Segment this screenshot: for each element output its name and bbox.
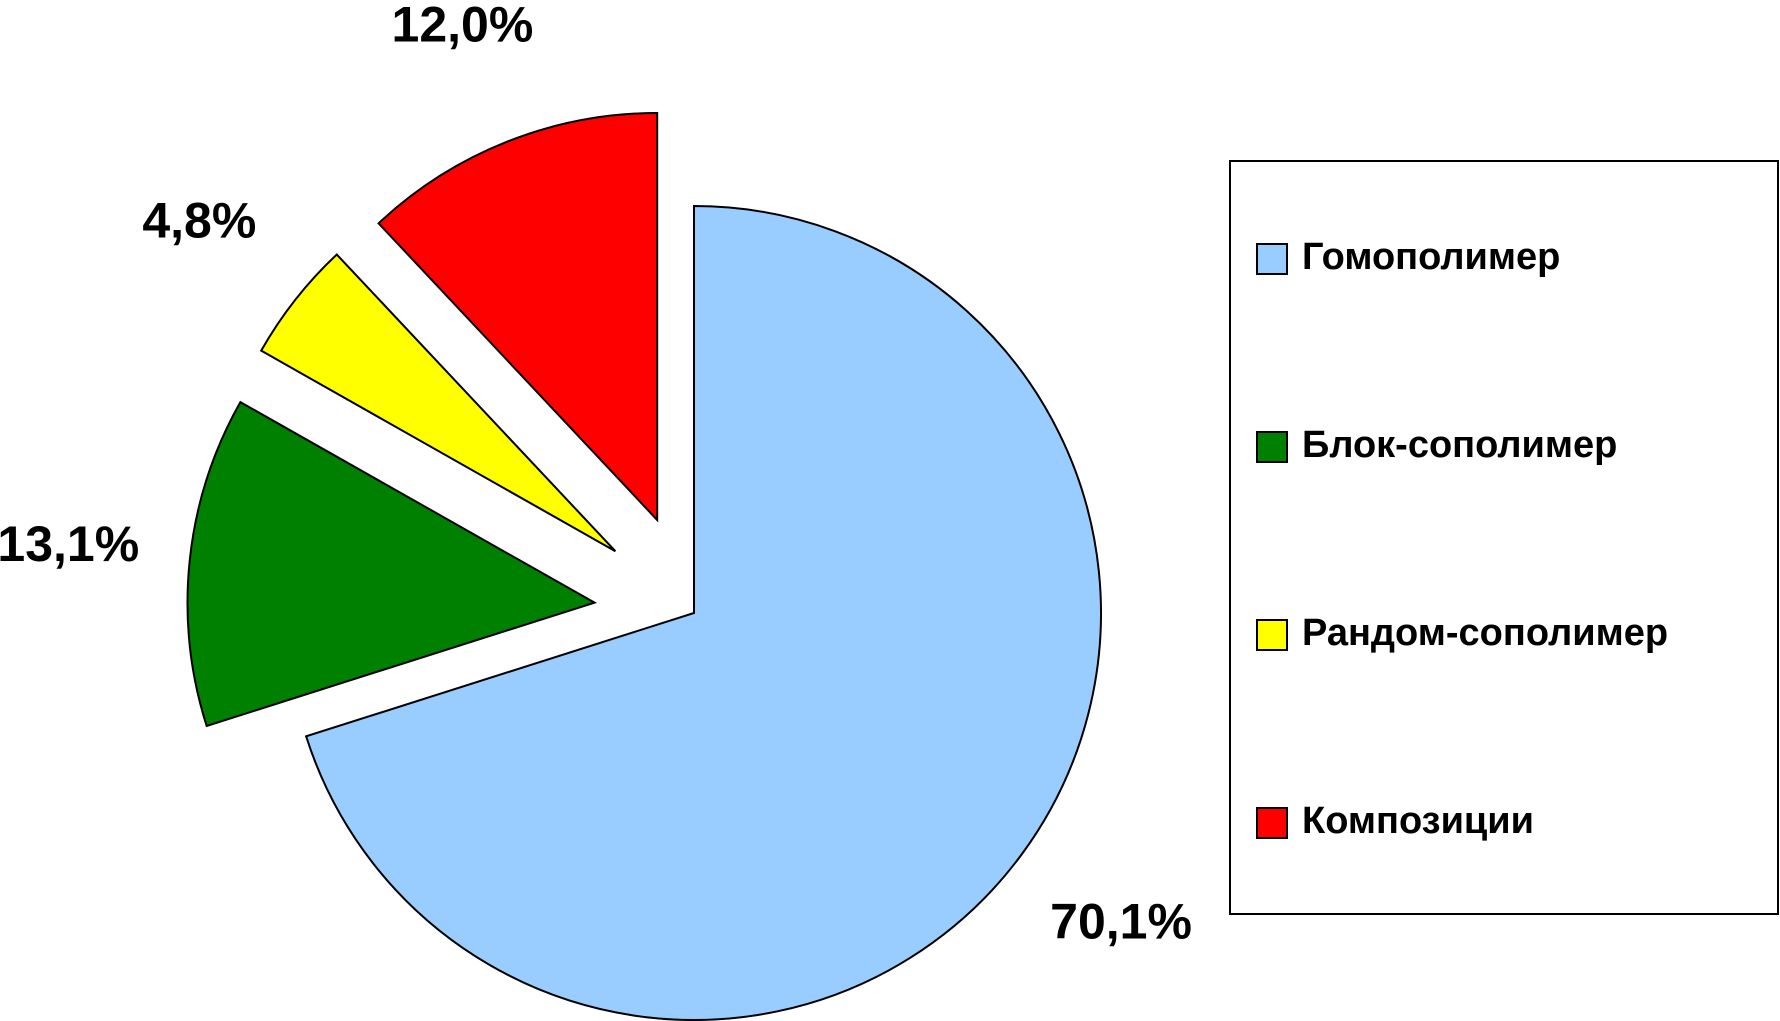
legend-label: Композиции: [1302, 800, 1534, 842]
value-label: 70,1%: [1050, 894, 1192, 950]
legend-swatch: [1256, 807, 1288, 839]
legend-box: [1229, 160, 1779, 915]
legend-swatch: [1256, 431, 1288, 463]
value-label: 12,0%: [392, 0, 534, 52]
legend-label: Рандом-сополимер: [1302, 612, 1668, 654]
legend-swatch: [1256, 243, 1288, 275]
legend-label: Блок-сополимер: [1302, 424, 1617, 466]
legend-swatch: [1256, 619, 1288, 651]
pie-slice: [186, 400, 598, 728]
pie-slice: [304, 204, 1102, 1021]
value-label: 13,1%: [0, 516, 139, 572]
pie-slice: [377, 112, 659, 523]
pie-slice: [259, 253, 617, 553]
value-label: 4,8%: [142, 193, 256, 249]
legend-label: Гомополимер: [1302, 236, 1560, 278]
